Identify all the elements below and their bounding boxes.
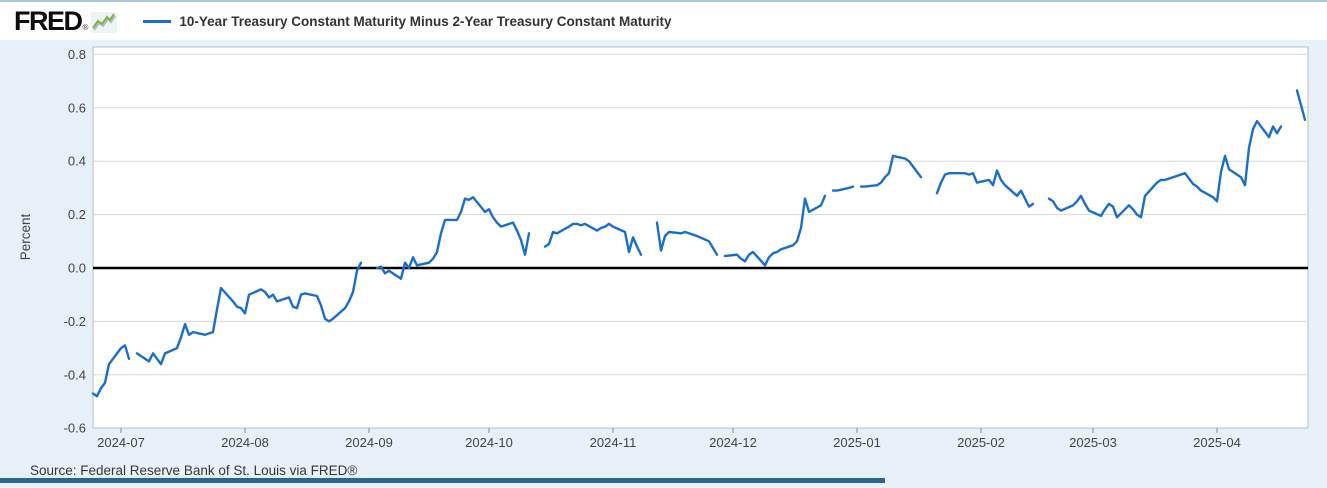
chart-legend: 10-Year Treasury Constant Maturity Minus… bbox=[143, 13, 672, 29]
fred-logo-text: FRED bbox=[14, 6, 83, 36]
chart-header: FRED ® 10-Year Treasury Constant Maturit… bbox=[0, 2, 1327, 40]
y-tick-label: 0.8 bbox=[68, 47, 86, 62]
y-axis-title: Percent bbox=[18, 213, 33, 260]
series-line bbox=[91, 89, 1307, 398]
fred-sparkline-icon bbox=[91, 12, 118, 33]
x-axis-labels: 2024-07 2024-08 2024-09 2024-10 2024-11 2024-… bbox=[97, 428, 1241, 450]
x-tick-label: 2024-08 bbox=[221, 435, 269, 450]
y-tick-label: -0.6 bbox=[64, 421, 86, 436]
fred-registered-mark: ® bbox=[82, 23, 89, 32]
y-tick-label: -0.4 bbox=[64, 367, 86, 382]
grid-lines bbox=[93, 53, 1308, 376]
x-tick-label: 2024-10 bbox=[465, 435, 513, 450]
legend-series-label[interactable]: 10-Year Treasury Constant Maturity Minus… bbox=[179, 13, 672, 29]
legend-line-swatch bbox=[143, 19, 172, 23]
x-tick-label: 2025-03 bbox=[1069, 435, 1117, 450]
y-tick-label: 0.0 bbox=[68, 261, 86, 276]
chart-plot-area[interactable]: 0.8 0.6 0.4 0.2 0.0 -0.2 -0.4 -0.6 2024-07 2024-0… bbox=[0, 40, 1327, 483]
x-tick-label: 2025-02 bbox=[957, 435, 1005, 450]
source-attribution: Source: Federal Reserve Bank of St. Loui… bbox=[30, 463, 358, 478]
y-tick-label: 0.2 bbox=[68, 207, 86, 222]
x-tick-label: 2024-07 bbox=[97, 435, 145, 450]
x-tick-label: 2024-09 bbox=[345, 435, 393, 450]
x-tick-label: 2024-12 bbox=[709, 435, 757, 450]
x-tick-label: 2025-01 bbox=[833, 435, 881, 450]
x-tick-label: 2024-11 bbox=[590, 435, 637, 450]
y-axis-labels: 0.8 0.6 0.4 0.2 0.0 -0.2 -0.4 -0.6 bbox=[64, 47, 86, 436]
x-tick-label: 2025-04 bbox=[1193, 435, 1241, 450]
bottom-accent-bar bbox=[0, 478, 885, 483]
y-tick-label: -0.2 bbox=[64, 314, 86, 329]
y-tick-label: 0.6 bbox=[68, 100, 86, 115]
fred-logo-link[interactable]: FRED ® bbox=[14, 6, 118, 36]
y-tick-label: 0.4 bbox=[68, 154, 86, 169]
page-top-border bbox=[0, 0, 1327, 2]
